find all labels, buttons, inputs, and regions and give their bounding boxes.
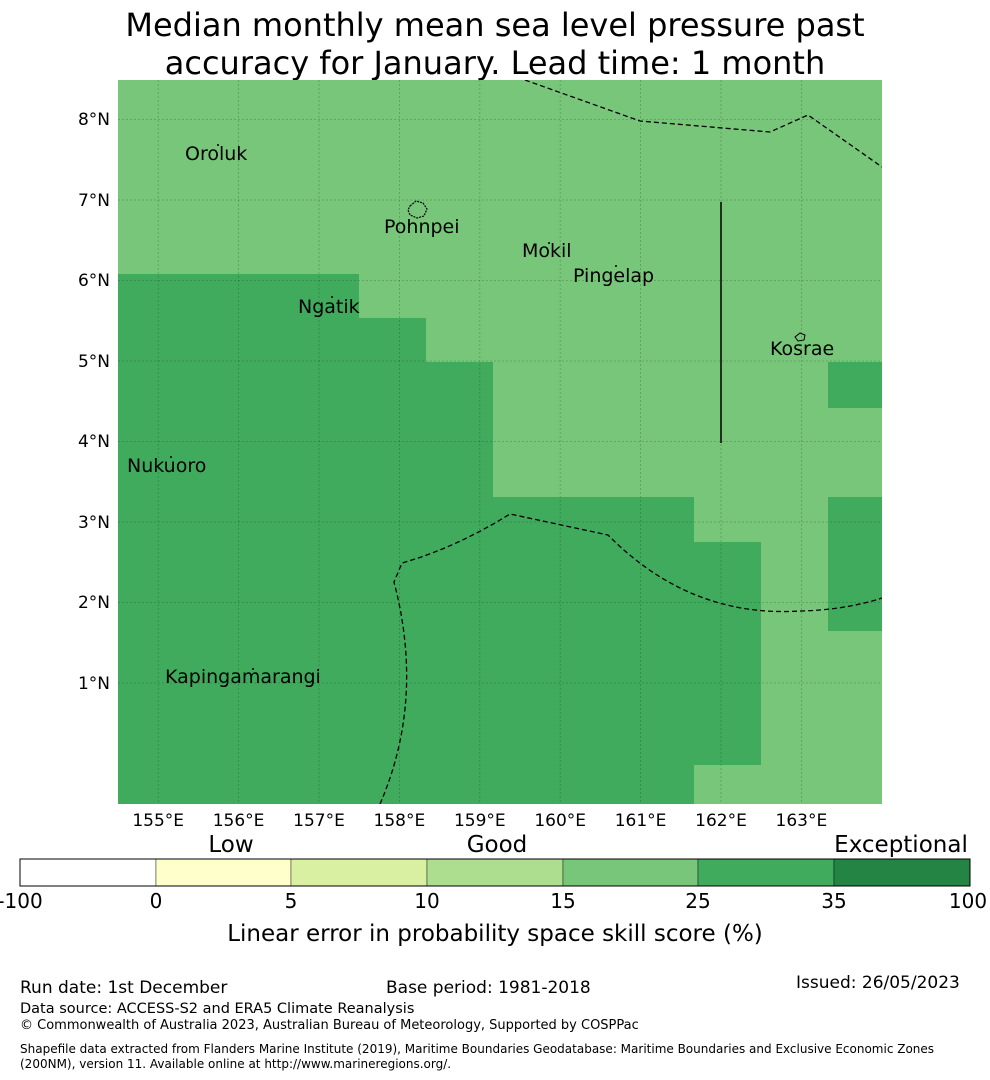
place-label-mokil: Mokil	[522, 240, 572, 262]
lat-tick-label: 5°N	[78, 352, 110, 372]
place-label-pohnpei: Pohnpei	[384, 216, 460, 238]
colorbar-tick-label: 100	[949, 889, 987, 913]
place-label-kosrae: Kosrae	[770, 338, 834, 360]
lat-tick-label: 8°N	[78, 110, 110, 130]
colorbar-tick-label: 0	[150, 889, 163, 913]
kosrae-island-outline	[794, 332, 806, 342]
skill-region-25-35-east-upper	[828, 362, 882, 408]
lat-tick-label: 3°N	[78, 513, 110, 533]
colorbar-swatch	[19, 858, 157, 887]
colorbar-swatch	[562, 858, 699, 887]
colorbar-swatch	[290, 858, 428, 887]
colorbar-swatches	[19, 858, 971, 887]
lon-tick-label: 159°E	[454, 811, 506, 831]
lon-tick-label: 163°E	[776, 811, 828, 831]
colorbar-tick-label: -100	[0, 889, 43, 913]
eez-boundaries	[379, 80, 882, 804]
atoll-markers	[170, 144, 617, 670]
legend-category-exceptional: Exceptional	[834, 832, 968, 858]
colorbar-swatch	[833, 858, 971, 887]
lon-tick-label: 158°E	[374, 811, 426, 831]
lon-axis: 155°E 156°E 157°E 158°E 159°E 160°E 161°…	[132, 811, 827, 831]
colorbar-legend: Low Good Exceptional -100 0 5 10 15 25 3…	[0, 832, 987, 947]
lat-tick-label: 2°N	[78, 593, 110, 613]
data-source: Data source: ACCESS-S2 and ERA5 Climate …	[20, 1001, 415, 1017]
place-label-ngatik: Ngatik	[298, 296, 360, 318]
colorbar-tick-label: 10	[414, 889, 439, 913]
lat-axis: 1°N 2°N 3°N 4°N 5°N 6°N 7°N 8°N	[78, 110, 110, 694]
eez-boundary-south	[379, 513, 882, 804]
base-period: Base period: 1981-2018	[386, 978, 591, 998]
lon-tick-label: 156°E	[213, 811, 265, 831]
colorbar-tick-label: 35	[821, 889, 846, 913]
colorbar-frame	[19, 858, 971, 887]
copyright-notice: © Commonwealth of Australia 2023, Austra…	[20, 1018, 639, 1033]
legend-category-low: Low	[208, 832, 253, 858]
shapefile-credit: Shapefile data extracted from Flanders M…	[20, 1042, 935, 1071]
graticule	[118, 80, 882, 804]
pohnpei-island-outline	[407, 200, 428, 219]
colorbar-swatch	[697, 858, 835, 887]
place-label-oroluk: Oroluk	[185, 143, 247, 165]
map-panel: Oroluk Pohnpei Mokil Pingelap Ngatik Kos…	[118, 80, 882, 804]
lat-tick-label: 7°N	[78, 191, 110, 211]
lon-tick-label: 162°E	[695, 811, 747, 831]
lon-tick-label: 155°E	[132, 811, 184, 831]
run-date: Run date: 1st December	[20, 978, 228, 998]
title-line-1: Median monthly mean sea level pressure p…	[125, 6, 865, 44]
colorbar-axis-label: Linear error in probability space skill …	[227, 921, 763, 947]
place-label-kapingamarangi: Kapingamarangi	[165, 666, 321, 688]
skill-region-25-35	[118, 274, 761, 804]
map-figure: Oroluk Pohnpei Mokil Pingelap Ngatik Kos…	[0, 80, 987, 947]
lat-tick-label: 1°N	[78, 674, 110, 694]
lat-tick-label: 4°N	[78, 432, 110, 452]
skill-region-25-35-east-lower	[828, 497, 882, 631]
colorbar-tick-label: 5	[285, 889, 298, 913]
colorbar-swatch	[426, 858, 564, 887]
lat-tick-label: 6°N	[78, 271, 110, 291]
colorbar-swatch	[155, 858, 292, 887]
place-label-pingelap: Pingelap	[573, 265, 654, 287]
eez-boundary-north	[524, 80, 882, 168]
map-title: Median monthly mean sea level pressure p…	[0, 6, 990, 82]
lon-tick-label: 157°E	[293, 811, 345, 831]
issued-date: Issued: 26/05/2023	[796, 973, 960, 993]
title-line-2: accuracy for January. Lead time: 1 month	[164, 44, 826, 82]
colorbar-tick-label: 15	[550, 889, 575, 913]
lon-tick-label: 161°E	[615, 811, 667, 831]
place-label-nukuoro: Nukuoro	[127, 455, 206, 477]
legend-category-good: Good	[467, 832, 528, 858]
lon-tick-label: 160°E	[534, 811, 586, 831]
colorbar-tick-label: 25	[685, 889, 710, 913]
